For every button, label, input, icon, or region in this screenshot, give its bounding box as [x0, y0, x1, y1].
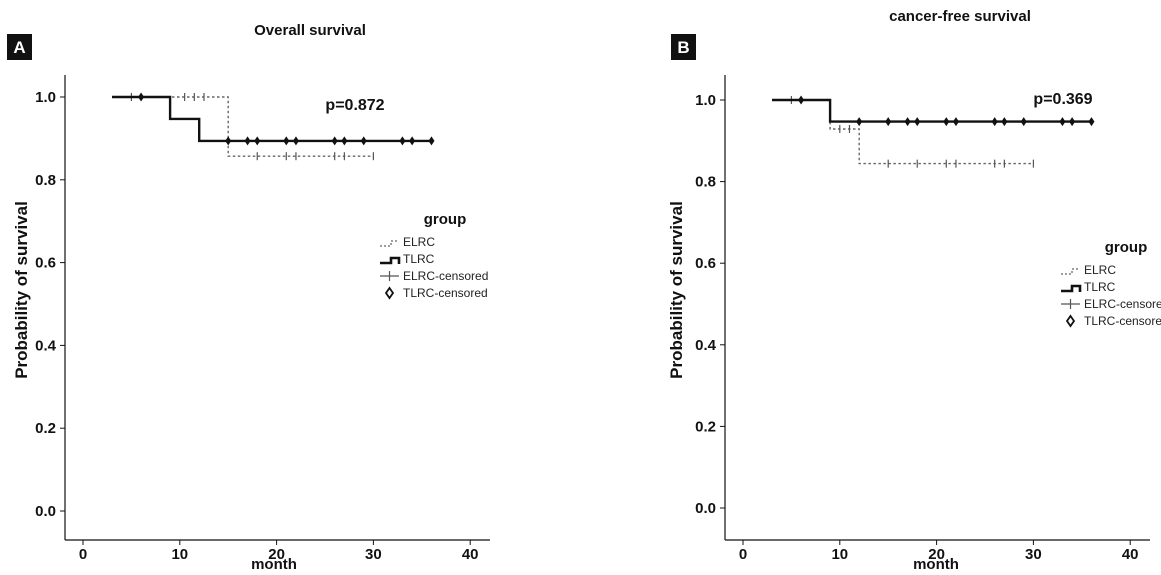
- x-tick-label: 20: [268, 546, 285, 563]
- x-tick-label: 10: [171, 546, 188, 563]
- y-tick-label: 0.2: [35, 420, 56, 437]
- censor-mark-tlrc: [952, 117, 959, 127]
- x-axis-label: month: [251, 556, 297, 573]
- censor-mark-tlrc: [1088, 117, 1095, 127]
- x-tick-label: 30: [365, 546, 382, 563]
- chart-title: Overall survival: [254, 22, 366, 39]
- legend-title: group: [424, 211, 467, 228]
- panel-letter-box: [7, 34, 32, 60]
- censor-mark-tlrc: [1069, 117, 1076, 127]
- y-tick-label: 0.2: [695, 418, 716, 435]
- x-tick-label: 0: [79, 546, 87, 563]
- panel-b: cancer-free survival B 0.0 0.2 0.4 0.6 0.8 1.0 0…: [667, 8, 1161, 573]
- survival-curve-elrc: [772, 99, 1034, 165]
- legend-label-tlrc: TLRC: [403, 252, 435, 266]
- censor-mark-tlrc: [138, 92, 145, 102]
- censor-mark-tlrc: [331, 136, 338, 146]
- legend-label-elrc: ELRC: [403, 235, 435, 249]
- panel-a: Overall survival A 0.0 0.2 0.4 0.6 0.8 1.0 0 10 20…: [7, 22, 490, 573]
- panel-letter: A: [13, 38, 25, 57]
- x-tick-label: 40: [462, 546, 479, 563]
- legend-key-elrc: [1061, 268, 1080, 275]
- x-axis-label: month: [913, 556, 959, 573]
- censor-mark-tlrc: [914, 117, 921, 127]
- censor-mark-tlrc: [798, 95, 805, 105]
- censor-mark-tlrc: [943, 117, 950, 127]
- legend-key-elrc: [380, 240, 399, 247]
- censor-mark-tlrc: [904, 117, 911, 127]
- y-axis-label: Probability of survival: [12, 201, 31, 379]
- censor-mark-tlrc: [399, 136, 406, 146]
- censor-mark-tlrc: [856, 117, 863, 127]
- legend-label-elrc: ELRC: [1084, 263, 1116, 277]
- panel-letter: B: [677, 38, 689, 57]
- y-tick-label: 0.0: [695, 500, 716, 517]
- censor-mark-tlrc: [254, 136, 261, 146]
- y-tick-label: 0.0: [35, 503, 56, 520]
- chart-title: cancer-free survival: [889, 8, 1031, 25]
- y-tick-label: 0.6: [695, 255, 716, 272]
- legend-label-tlrc-censored: TLRC-censored: [403, 286, 488, 300]
- censor-mark-tlrc: [885, 117, 892, 127]
- censor-mark-tlrc: [283, 136, 290, 146]
- legend-key-tlrc-censored: [384, 286, 395, 300]
- legend-key-tlrc: [380, 256, 401, 265]
- censor-mark-tlrc: [341, 136, 348, 146]
- legend-label-tlrc: TLRC: [1084, 280, 1116, 294]
- y-axis-label: Probability of survival: [667, 201, 686, 379]
- y-tick-label: 0.4: [695, 337, 717, 354]
- x-tick-label: 10: [831, 546, 848, 563]
- p-value-annotation: p=0.872: [325, 97, 384, 114]
- legend-key-tlrc: [1061, 284, 1082, 293]
- x-tick-label: 0: [739, 546, 747, 563]
- y-tick-label: 0.6: [35, 255, 56, 272]
- censor-mark-tlrc: [225, 136, 232, 146]
- legend-label-elrc-censored: ELRC-censored: [1084, 297, 1161, 311]
- legend-label-elrc-censored: ELRC-censored: [403, 269, 488, 283]
- censor-mark-tlrc: [1020, 117, 1027, 127]
- censor-mark-tlrc: [1001, 117, 1008, 127]
- p-value-annotation: p=0.369: [1033, 91, 1092, 108]
- y-tick-label: 1.0: [695, 92, 716, 109]
- legend: group ELRC TLRC ELRC-censored TLRC-censored: [1061, 239, 1161, 328]
- legend-label-tlrc-censored: TLRC-censored: [1084, 314, 1161, 328]
- x-tick-label: 30: [1025, 546, 1042, 563]
- x-tick-label: 20: [928, 546, 945, 563]
- legend: group ELRC TLRC ELRC-censored TLRC-censored: [380, 211, 488, 300]
- x-tick-label: 40: [1122, 546, 1139, 563]
- y-tick-label: 1.0: [35, 89, 56, 106]
- y-tick-label: 0.4: [35, 337, 57, 354]
- legend-title: group: [1105, 239, 1148, 256]
- censor-mark-tlrc: [1059, 117, 1066, 127]
- censor-mark-tlrc: [409, 136, 416, 146]
- panel-letter-box: [671, 34, 696, 60]
- survival-curve-elrc: [112, 96, 374, 157]
- legend-key-tlrc-censored: [1065, 314, 1076, 328]
- censor-mark-tlrc: [244, 136, 251, 146]
- y-tick-label: 0.8: [35, 172, 56, 189]
- survival-curve-tlrc: [112, 95, 432, 143]
- y-tick-label: 0.8: [695, 174, 716, 191]
- censor-mark-tlrc: [292, 136, 299, 146]
- censor-mark-tlrc: [428, 136, 435, 146]
- censor-mark-tlrc: [991, 117, 998, 127]
- censor-mark-tlrc: [360, 136, 367, 146]
